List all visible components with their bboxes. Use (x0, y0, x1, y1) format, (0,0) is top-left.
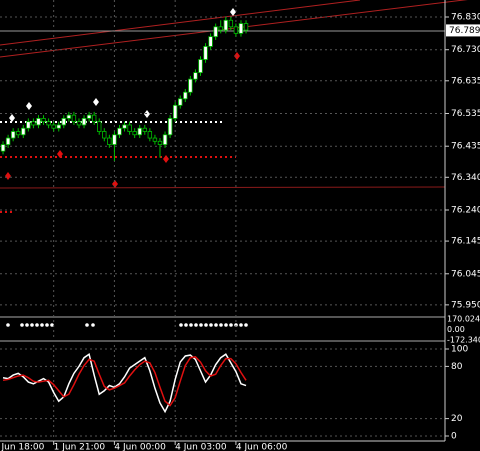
candle-body (41, 118, 46, 123)
candle-body (81, 118, 87, 126)
candle-body (71, 114, 77, 123)
y-tick-label: 75.950 (451, 300, 480, 310)
candle-body (56, 124, 61, 129)
y-tick-label: 76.435 (451, 142, 480, 152)
candle-body (198, 59, 203, 74)
candle-body (233, 26, 239, 34)
candle-body (203, 46, 208, 60)
candle-body (36, 118, 41, 126)
oscillator-line (2, 356, 247, 407)
candle-body (26, 121, 31, 129)
candle-body (66, 114, 72, 119)
candle-body (157, 140, 163, 145)
candle-body (51, 124, 56, 129)
candle-body (218, 26, 223, 31)
y-tick-label: 170.0243 (447, 315, 480, 324)
candle-body (122, 124, 127, 129)
signal-dots (6, 323, 248, 327)
y-tick-label: 76.145 (451, 237, 480, 247)
y-tick-label: 0.00 (447, 325, 465, 334)
y-tick-label: 76.830 (451, 13, 480, 23)
candle-body (5, 137, 11, 145)
candle-body (228, 19, 234, 28)
y-tick-label: 76.340 (451, 173, 480, 183)
y-tick-label: 20 (451, 414, 463, 424)
y-tick-label: 76.635 (451, 76, 480, 86)
candle-body (16, 131, 21, 136)
y-tick-label: 100 (451, 345, 468, 355)
oscillator-line (2, 352, 247, 414)
candle-body (183, 91, 188, 100)
y-tick-label: 80 (451, 362, 463, 372)
candle-body (132, 131, 137, 136)
candle-body (152, 137, 158, 142)
candle-body (167, 118, 173, 136)
candle-body (0, 144, 6, 152)
candle-body (76, 121, 82, 126)
candle-body (238, 23, 244, 34)
x-tick-label: 4 Jun 03:00 (175, 443, 227, 451)
candle-body (188, 78, 193, 93)
y-tick-label: 0 (451, 432, 457, 442)
x-tick-label: 4 Jun 00:00 (114, 443, 166, 451)
y-tick-label: 76.730 (451, 45, 480, 55)
candle-body (127, 124, 132, 132)
candle-body (97, 121, 102, 132)
candle-body (61, 118, 66, 126)
last-price-label: 76.789 (449, 26, 480, 36)
candle-body (107, 137, 112, 145)
candle-body (10, 131, 16, 139)
candle-body (172, 104, 178, 119)
last-price-box (446, 24, 480, 37)
x-tick-label: 4 Jun 06:00 (236, 443, 288, 451)
candle-body (213, 26, 218, 38)
candle-body (243, 23, 249, 31)
candle-body (162, 134, 168, 145)
candle-body (46, 121, 51, 126)
y-tick-label: 76.240 (451, 206, 480, 216)
x-tick-label: 1 Jun 18:00 (0, 443, 45, 451)
candle-body (86, 114, 92, 119)
candle-body (112, 134, 117, 145)
candle-body (117, 127, 122, 136)
candle-body (137, 127, 142, 136)
y-tick-label: 76.045 (451, 269, 480, 279)
candle-body (142, 127, 147, 132)
candle-body (31, 121, 36, 126)
level-line (0, 186, 446, 189)
candle-body (102, 131, 107, 139)
candle-body (193, 72, 198, 80)
candle-body (223, 19, 228, 31)
candle-body (91, 114, 97, 123)
y-tick-label: 76.535 (451, 109, 480, 119)
y-tick-label: -172.340 (447, 336, 480, 345)
candle-body (208, 36, 213, 47)
trend-line (0, 0, 361, 46)
candle-body (21, 127, 26, 136)
candle-body (147, 131, 153, 139)
candle-body (178, 98, 183, 106)
x-tick-label: 1 Jun 21:00 (54, 443, 106, 451)
